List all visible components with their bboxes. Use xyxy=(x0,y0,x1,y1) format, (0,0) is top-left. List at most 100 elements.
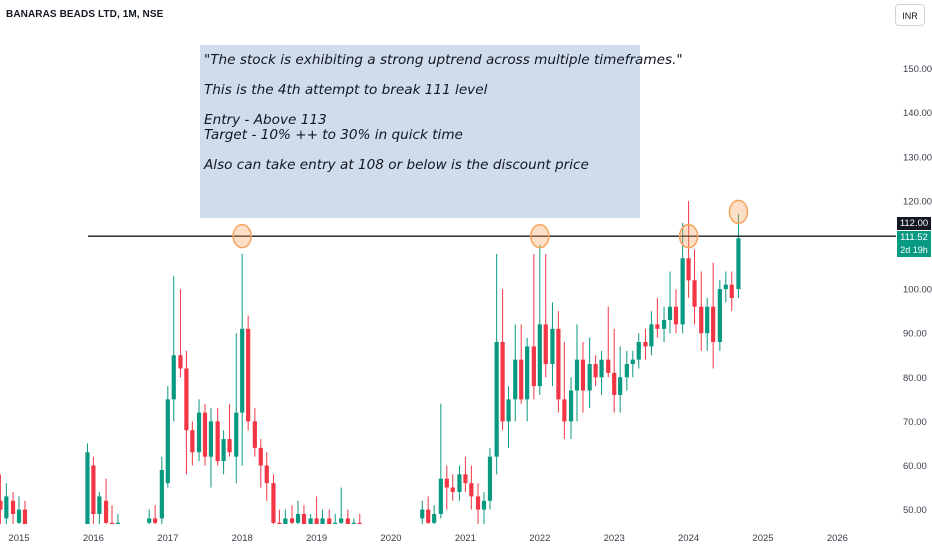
candle-body xyxy=(153,518,158,523)
y-tick-label: 120.00 xyxy=(903,196,932,207)
candle-body xyxy=(655,324,660,329)
candle-body xyxy=(196,412,202,453)
candle-body xyxy=(215,421,220,462)
highlight-circle xyxy=(232,223,252,249)
candle-body xyxy=(308,518,313,524)
candles xyxy=(0,200,741,524)
candle-body xyxy=(234,412,239,457)
candle-body xyxy=(277,522,282,524)
candle-body xyxy=(227,439,232,453)
candle-body xyxy=(494,342,499,457)
y-axis: 50.0060.0070.0080.0090.00100.00110.00120… xyxy=(903,64,932,516)
candle-body xyxy=(500,342,505,422)
note-line-target: Target - 10% ++ to 30% in quick time xyxy=(204,127,463,143)
highlight-circles xyxy=(232,199,749,249)
candle-body xyxy=(221,439,226,462)
candle-body xyxy=(4,496,9,519)
x-tick-label: 2019 xyxy=(306,533,327,544)
candle-body xyxy=(184,368,189,431)
candle-body xyxy=(574,359,580,391)
note-line-attempt: This is the 4th attempt to break 111 lev… xyxy=(204,82,488,98)
candle-body xyxy=(190,430,195,453)
candle-body xyxy=(178,355,183,369)
candle-body xyxy=(699,306,704,334)
candle-body xyxy=(463,474,468,484)
candle-body xyxy=(165,399,170,484)
candle-body xyxy=(147,518,152,523)
candle-body xyxy=(711,306,716,343)
note-line-discount: Also can take entry at 108 or below is t… xyxy=(204,157,589,173)
candle-body xyxy=(568,390,574,422)
candle-body xyxy=(593,364,598,378)
chart-title: BANARAS BEADS LTD, 1M, NSE xyxy=(6,9,164,20)
x-tick-label: 2015 xyxy=(8,533,29,544)
highlight-circle xyxy=(530,223,550,249)
candle-body xyxy=(481,500,487,510)
candle-body xyxy=(283,518,288,524)
level-price-label: 112.00 xyxy=(897,217,931,230)
x-tick-label: 2018 xyxy=(232,533,253,544)
x-tick-label: 2022 xyxy=(529,533,550,544)
candle-body xyxy=(314,518,319,524)
candle-body xyxy=(587,364,592,391)
x-tick-label: 2024 xyxy=(678,533,699,544)
candle-body xyxy=(636,342,641,360)
candle-body xyxy=(736,238,741,290)
candle-body xyxy=(0,500,3,510)
candle-body xyxy=(550,328,555,365)
candle-body xyxy=(22,509,28,524)
candle-body xyxy=(475,496,481,510)
candle-body xyxy=(450,487,455,492)
candle-body xyxy=(115,522,121,524)
candle-body xyxy=(327,518,332,524)
y-tick-label: 70.00 xyxy=(903,417,927,428)
last-price-label: 111.52 xyxy=(897,231,931,244)
candle-body xyxy=(556,328,561,400)
candle-body xyxy=(289,518,295,523)
candle-body xyxy=(531,346,536,387)
y-tick-label: 130.00 xyxy=(903,152,932,163)
candle-body xyxy=(649,324,654,347)
candle-body xyxy=(345,518,350,524)
candle-body xyxy=(543,324,548,365)
candle-body xyxy=(729,284,734,298)
highlight-circle xyxy=(728,199,749,225)
bar-countdown-label: 2d 19h xyxy=(897,244,931,257)
candle-body xyxy=(357,522,362,524)
candle-body xyxy=(85,452,90,524)
candle-body xyxy=(320,518,325,524)
candle-body xyxy=(295,514,301,523)
x-tick-label: 2017 xyxy=(157,533,178,544)
candle-body xyxy=(612,372,617,395)
candle-body xyxy=(661,319,667,329)
candle-body xyxy=(258,447,263,466)
y-tick-label: 100.00 xyxy=(903,285,932,296)
x-axis: 2015 2016 2017 2018 2019 2020 2021 2022 2023 2024… xyxy=(8,533,848,544)
y-tick-label: 50.00 xyxy=(903,505,927,516)
note-line-quote: "The stock is exhibiting a strong uptren… xyxy=(204,52,683,68)
candle-body xyxy=(717,289,722,343)
candle-body xyxy=(10,500,16,515)
currency-button[interactable]: INR xyxy=(895,4,925,26)
x-tick-label: 2025 xyxy=(752,533,773,544)
y-tick-label: 80.00 xyxy=(903,373,927,384)
annotation-note[interactable]: "The stock is exhibiting a strong uptren… xyxy=(200,45,683,218)
candle-body xyxy=(506,399,511,422)
y-tick-label: 140.00 xyxy=(903,108,932,119)
candle-body xyxy=(562,399,567,422)
candle-body xyxy=(438,478,443,515)
candle-body xyxy=(252,421,257,448)
candle-body xyxy=(208,421,214,457)
candle-body xyxy=(159,469,164,519)
candle-body xyxy=(351,522,356,524)
candle-body xyxy=(240,328,245,413)
candle-body xyxy=(599,359,604,378)
candle-body xyxy=(487,456,493,501)
note-line-entry: Entry - Above 113 xyxy=(204,112,327,128)
candle-body xyxy=(606,359,611,373)
candle-body xyxy=(444,478,449,488)
candle-body xyxy=(246,328,251,422)
candle-body xyxy=(264,465,269,484)
candle-body xyxy=(426,509,431,523)
